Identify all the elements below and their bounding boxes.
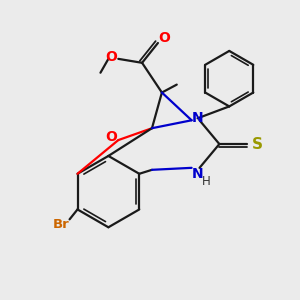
Text: O: O: [158, 31, 170, 45]
Text: O: O: [105, 50, 117, 64]
Text: H: H: [202, 175, 211, 188]
Text: O: O: [105, 130, 117, 144]
Text: S: S: [251, 136, 262, 152]
Text: Br: Br: [52, 218, 69, 231]
Text: N: N: [192, 167, 203, 181]
Text: N: N: [192, 111, 203, 125]
